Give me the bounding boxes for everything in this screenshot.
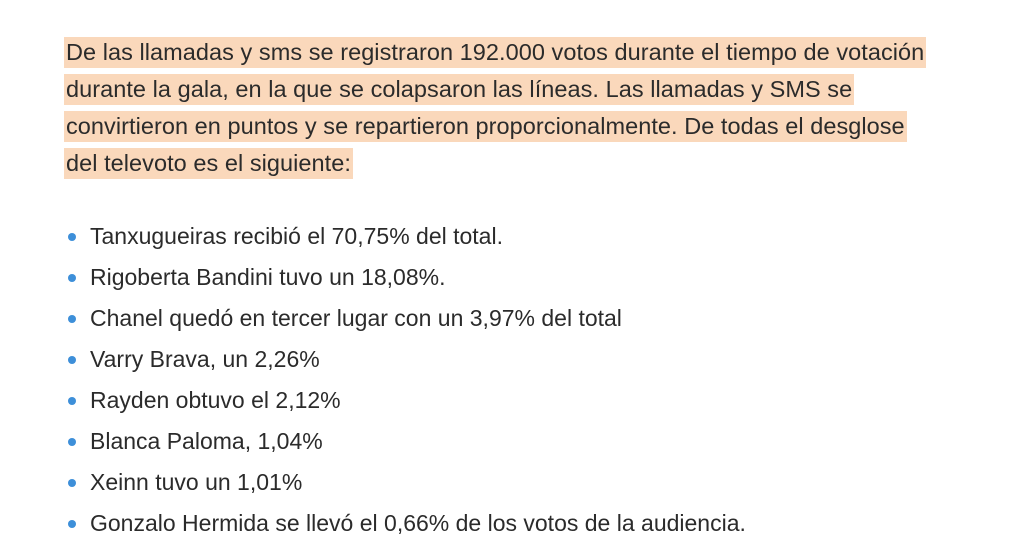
list-item: Rigoberta Bandini tuvo un 18,08%. — [64, 257, 964, 298]
bullet-dot-icon — [68, 520, 76, 528]
list-item: Gonzalo Hermida se llevó el 0,66% de los… — [64, 503, 964, 544]
highlighted-text: durante la gala, en la que se colapsaron… — [64, 74, 855, 105]
list-item-text: Xeinn tuvo un 1,01% — [90, 469, 303, 495]
list-item: Chanel quedó en tercer lugar con un 3,97… — [64, 298, 964, 339]
highlighted-text: De las llamadas y sms se registraron 192… — [64, 37, 927, 68]
intro-line: convirtieron en puntos y se repartieron … — [64, 108, 974, 145]
highlighted-intro-paragraph: De las llamadas y sms se registraron 192… — [64, 34, 974, 182]
intro-line: del televoto es el siguiente: — [64, 145, 974, 182]
list-item: Xeinn tuvo un 1,01% — [64, 462, 964, 503]
list-item: Tanxugueiras recibió el 70,75% del total… — [64, 216, 964, 257]
bullet-dot-icon — [68, 233, 76, 241]
highlighted-text: convirtieron en puntos y se repartieron … — [64, 111, 907, 142]
bullet-dot-icon — [68, 438, 76, 446]
list-item: Rayden obtuvo el 2,12% — [64, 380, 964, 421]
list-item: Blanca Paloma, 1,04% — [64, 421, 964, 462]
bullet-dot-icon — [68, 315, 76, 323]
list-item-text: Blanca Paloma, 1,04% — [90, 428, 323, 454]
bullet-dot-icon — [68, 479, 76, 487]
bullet-dot-icon — [68, 356, 76, 364]
list-item-text: Rigoberta Bandini tuvo un 18,08%. — [90, 264, 446, 290]
list-item-text: Gonzalo Hermida se llevó el 0,66% de los… — [90, 510, 746, 536]
list-item-text: Tanxugueiras recibió el 70,75% del total… — [90, 223, 503, 249]
intro-line: durante la gala, en la que se colapsaron… — [64, 71, 974, 108]
list-item-text: Rayden obtuvo el 2,12% — [90, 387, 341, 413]
list-item-text: Chanel quedó en tercer lugar con un 3,97… — [90, 305, 622, 331]
televote-results-list: Tanxugueiras recibió el 70,75% del total… — [64, 216, 964, 544]
bullet-dot-icon — [68, 274, 76, 282]
highlighted-text: del televoto es el siguiente: — [64, 148, 353, 179]
bullet-dot-icon — [68, 397, 76, 405]
intro-line: De las llamadas y sms se registraron 192… — [64, 34, 974, 71]
list-item-text: Varry Brava, un 2,26% — [90, 346, 320, 372]
list-item: Varry Brava, un 2,26% — [64, 339, 964, 380]
